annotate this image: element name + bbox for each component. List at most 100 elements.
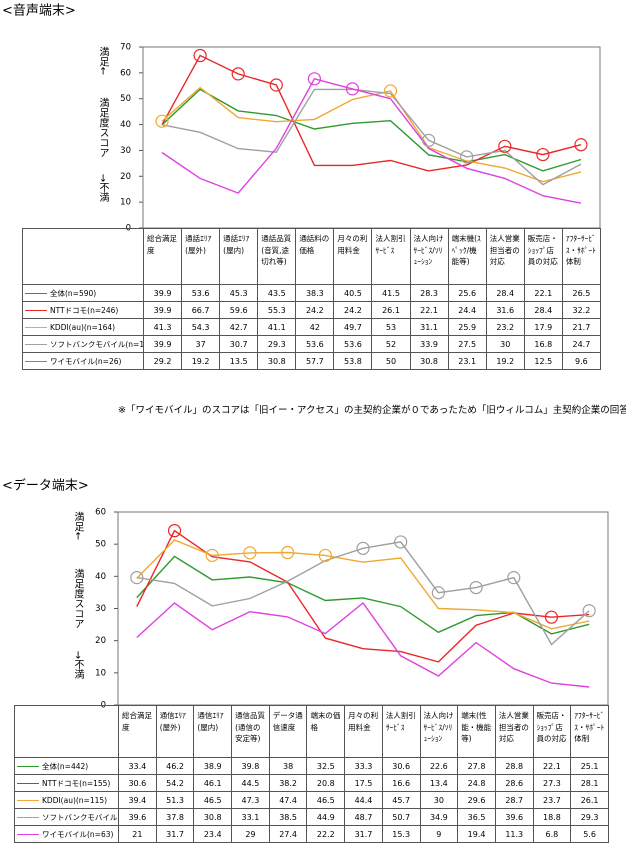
value-cell: 21.7 [561, 318, 601, 336]
legend-cell: KDDI(au)(n=115) [14, 791, 119, 809]
value-cell: 22.6 [419, 757, 459, 775]
value-cell: 27.4 [268, 825, 308, 843]
max-marker [345, 82, 360, 96]
value-cell: 42 [295, 318, 335, 336]
y-tick-label: 50 [95, 540, 106, 550]
value-cell: 44.5 [231, 774, 270, 792]
category-label: 法人割引ｻｰﾋﾞｽ [371, 228, 411, 285]
series-line [161, 86, 582, 183]
value-cell: 25.6 [447, 284, 487, 302]
legend-label: NTTドコモ(n=246) [50, 305, 119, 315]
legend-label: 全体(n=590) [50, 288, 97, 298]
value-cell: 19.2 [181, 352, 221, 370]
max-marker [469, 580, 483, 595]
series-line [161, 88, 582, 186]
legend-label: ワイモバイル(n=26) [50, 356, 122, 366]
value-cell: 16.6 [381, 774, 421, 792]
legend-cell: 全体(n=590) [22, 284, 144, 302]
value-cell: 39.6 [494, 808, 534, 826]
category-label: 通信品質(通信の安定等) [231, 705, 270, 758]
max-marker [307, 72, 321, 86]
y-tick-label: 60 [95, 508, 106, 518]
value-cell: 40.5 [333, 284, 373, 302]
value-cell: 24.2 [333, 301, 373, 319]
series-line [136, 541, 590, 646]
value-cell: 23.7 [532, 791, 572, 809]
value-cell: 31.7 [344, 825, 383, 843]
max-marker [582, 604, 596, 618]
category-label: 月々の利用料金 [344, 705, 383, 758]
value-cell: 25.1 [570, 757, 609, 775]
value-cell: 39.8 [231, 757, 270, 775]
category-label: 通信ｴﾘｱ(屋内) [193, 705, 233, 758]
y-axis-label: →不満 [97, 174, 109, 203]
y-tick-label: 40 [120, 120, 131, 130]
y-tick-label: 10 [95, 668, 106, 678]
value-cell: 48.7 [344, 808, 383, 826]
value-cell: 13.4 [419, 774, 459, 792]
value-cell: 30.6 [381, 757, 421, 775]
value-cell: 32.2 [561, 301, 601, 319]
category-label: 販売店・ｼｮｯﾌﾟ店員の対応 [523, 228, 563, 285]
value-cell: 30.7 [219, 335, 259, 353]
value-cell: 23.1 [447, 352, 487, 370]
max-marker [507, 571, 521, 585]
value-cell: 52 [371, 335, 411, 353]
legend-swatch [17, 834, 39, 835]
series-line [136, 555, 590, 635]
legend-cell: 全体(n=442) [14, 757, 119, 775]
value-cell: 29.2 [142, 352, 183, 370]
legend-swatch [25, 310, 47, 311]
value-cell: 29.3 [257, 335, 297, 353]
value-cell: 24.8 [457, 774, 496, 792]
value-cell: 6.8 [532, 825, 572, 843]
value-cell: 31.7 [155, 825, 195, 843]
value-cell: 39.9 [142, 301, 183, 319]
legend-cell: ワイモバイル(n=26) [22, 352, 144, 370]
value-cell: 27.8 [457, 757, 496, 775]
max-marker [544, 610, 559, 624]
value-cell: 13.5 [219, 352, 259, 370]
value-cell: 37 [181, 335, 221, 353]
value-cell: 29.6 [457, 791, 496, 809]
value-cell: 43.5 [257, 284, 297, 302]
value-cell: 20.8 [306, 774, 346, 792]
legend-label: KDDI(au)(n=164) [50, 322, 116, 332]
category-label: 通話ｴﾘｱ(屋外) [181, 228, 221, 285]
value-cell: 46.2 [155, 757, 195, 775]
value-cell: 36.5 [457, 808, 496, 826]
value-cell: 23.2 [485, 318, 525, 336]
corner-cell [14, 705, 119, 758]
value-cell: 28.7 [494, 791, 534, 809]
value-cell: 16.8 [523, 335, 563, 353]
series-row: 全体(n=590) 39.9 53.6 45.3 43.5 38.3 40.5 41.5 28.… [22, 284, 601, 302]
max-marker [269, 78, 283, 92]
value-cell: 41.3 [142, 318, 183, 336]
value-cell: 59.6 [219, 301, 259, 319]
legend-swatch [17, 783, 39, 784]
value-cell: 33.9 [409, 335, 449, 353]
value-cell: 46.5 [193, 791, 233, 809]
value-cell: 30.8 [257, 352, 297, 370]
value-cell: 27.3 [532, 774, 572, 792]
value-cell: 41.5 [371, 284, 411, 302]
value-cell: 19.4 [457, 825, 496, 843]
legend-swatch [25, 327, 47, 328]
value-cell: 29.3 [570, 808, 609, 826]
max-marker [574, 138, 588, 152]
value-cell: 50 [371, 352, 411, 370]
category-label: 通話ｴﾘｱ(屋内) [219, 228, 259, 285]
value-cell: 24.2 [295, 301, 335, 319]
series-row: ワイモバイル(n=26) 29.2 19.2 13.5 30.8 57.7 53.8 50 30… [22, 352, 601, 370]
value-cell: 33.3 [344, 757, 383, 775]
max-marker [281, 545, 295, 560]
value-cell: 21 [118, 825, 157, 843]
category-label: 法人向けｻｰﾋﾞｽ/ｿﾘｭｰｼｮﾝ [409, 228, 449, 285]
value-cell: 53 [371, 318, 411, 336]
category-label: 総合満足度 [118, 705, 157, 758]
value-cell: 45.3 [219, 284, 259, 302]
max-marker [536, 147, 550, 162]
value-cell: 39.9 [142, 284, 183, 302]
value-cell: 28.4 [523, 301, 563, 319]
